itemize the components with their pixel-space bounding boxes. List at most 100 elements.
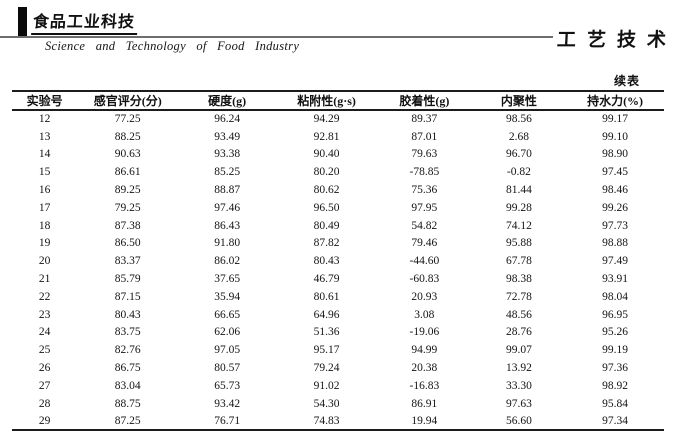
table-cell: 86.50	[114, 237, 141, 250]
table-cell: 37.65	[214, 273, 241, 286]
table-cell: 54.82	[411, 219, 438, 232]
table-cell: 76.71	[214, 414, 241, 427]
table-cell: 65.73	[214, 379, 241, 392]
table-cell: 96.95	[602, 308, 628, 321]
table-cell: 80.49	[313, 219, 340, 232]
table-cell: 67.78	[505, 255, 532, 268]
table-cell: 97.63	[505, 397, 532, 410]
table-cell: 56.60	[505, 414, 532, 427]
column-header: 粘附性(g·s)	[276, 91, 378, 111]
results-table: 实验号 感官评分(分) 硬度(g) 粘附性(g·s) 胶着性(g) 内聚性 持水力(%) 1…	[12, 90, 664, 432]
table-cell: 88.75	[114, 397, 141, 410]
table-row: 21 85.79 37.65 46.79 -60.83 98.38 93.91	[12, 270, 664, 288]
table-cell: 80.43	[313, 255, 340, 268]
table-cell: 94.99	[411, 344, 438, 357]
table-cell: 94.29	[313, 113, 340, 126]
table-row: 28 88.75 93.42 54.30 86.91 97.63 95.84	[12, 395, 664, 413]
table-cell: 74.12	[505, 219, 532, 232]
table-cell: 2.68	[508, 130, 529, 143]
column-header: 感官评分(分)	[77, 91, 179, 111]
table-cell: 27	[38, 379, 51, 392]
table-row: 26 86.75 80.57 79.24 20.38 13.92 97.36	[12, 359, 664, 377]
table-cell: -16.83	[409, 379, 440, 392]
table-cell: 99.26	[602, 201, 628, 214]
table-row: 18 87.38 86.43 80.49 54.82 74.12 97.73	[12, 217, 664, 235]
table-cell: 97.95	[411, 201, 438, 214]
table-cell: 87.25	[114, 414, 141, 427]
table-cell: 13	[38, 130, 51, 143]
table-cell: 97.05	[214, 344, 241, 357]
table-cell: 92.81	[313, 130, 340, 143]
table-cell: 98.38	[505, 273, 532, 286]
table-cell: 25	[38, 344, 51, 357]
table-cell: 87.38	[114, 219, 141, 232]
table-cell: 80.62	[313, 184, 340, 197]
table-cell: 97.46	[214, 201, 241, 214]
table-cell: 93.49	[214, 130, 241, 143]
column-header: 胶着性(g)	[377, 91, 472, 111]
table-cell: 85.79	[114, 273, 141, 286]
table-row: 19 86.50 91.80 87.82 79.46 95.88 98.88	[12, 235, 664, 253]
table-cell: 93.91	[602, 273, 628, 286]
table-cell: 98.88	[602, 237, 628, 250]
column-header: 持水力(%)	[566, 91, 664, 111]
table-row: 16 89.25 88.87 80.62 75.36 81.44 98.46	[12, 181, 664, 199]
table-cell: 79.63	[411, 148, 438, 161]
table-cell: 28	[38, 397, 51, 410]
table-cell: 81.44	[505, 184, 532, 197]
journal-name-chinese: 食品工业科技	[31, 8, 139, 35]
table-cell: 95.88	[505, 237, 532, 250]
table-cell: 29	[38, 414, 51, 427]
table-cell: 97.73	[602, 219, 628, 232]
table-cell: 35.94	[214, 290, 241, 303]
table-cell: 21	[38, 273, 51, 286]
table-cell: 97.45	[602, 166, 628, 179]
table-cell: 80.43	[114, 308, 141, 321]
table-cell: 23	[38, 308, 51, 321]
table-cell: 83.37	[114, 255, 141, 268]
table-cell: 97.34	[602, 414, 628, 427]
table-cell: 80.20	[313, 166, 340, 179]
continued-table-label: 续表	[613, 74, 640, 88]
table-cell: 79.25	[114, 201, 141, 214]
table-cell: 89.37	[411, 113, 438, 126]
table-row: 17 79.25 97.46 96.50 97.95 99.28 99.26	[12, 199, 664, 217]
table-row: 27 83.04 65.73 91.02 -16.83 33.30 98.92	[12, 377, 664, 395]
table-cell: 87.01	[411, 130, 438, 143]
table-cell: 46.79	[313, 273, 340, 286]
column-header: 内聚性	[471, 91, 567, 111]
table-cell: 16	[38, 184, 51, 197]
table-cell: 98.56	[505, 113, 532, 126]
table-row: 15 86.61 85.25 80.20 -78.85 -0.82 97.45	[12, 163, 664, 181]
table-cell: 85.25	[214, 166, 241, 179]
table-cell: 96.50	[313, 201, 340, 214]
table-row: 23 80.43 66.65 64.96 3.08 48.56 96.95	[12, 306, 664, 324]
table-cell: 62.06	[214, 326, 241, 339]
table-cell: 88.25	[114, 130, 141, 143]
table-cell: 90.40	[313, 148, 340, 161]
table-cell: 95.26	[602, 326, 628, 339]
table-cell: 80.61	[313, 290, 340, 303]
table-cell: 79.46	[411, 237, 438, 250]
table-cell: 51.36	[313, 326, 340, 339]
table-row: 24 83.75 62.06 51.36 -19.06 28.76 95.26	[12, 324, 664, 342]
table-cell: 91.02	[313, 379, 340, 392]
table-row: 13 88.25 93.49 92.81 87.01 2.68 99.10	[12, 128, 664, 146]
table-cell: 13.92	[505, 362, 532, 375]
table-cell: 83.04	[114, 379, 141, 392]
table-cell: 17	[38, 201, 51, 214]
table-cell: 89.25	[114, 184, 141, 197]
table-row: 12 77.25 96.24 94.29 89.37 98.56 99.17	[12, 110, 664, 128]
table-cell: 20.93	[411, 290, 438, 303]
table-cell: 99.07	[505, 344, 532, 357]
table-cell: 15	[38, 166, 51, 179]
table-row: 29 87.25 76.71 74.83 19.94 56.60 97.34	[12, 413, 664, 431]
table-cell: 82.76	[114, 344, 141, 357]
table-cell: 88.87	[214, 184, 241, 197]
table-cell: 33.30	[505, 379, 532, 392]
table-row: 20 83.37 86.02 80.43 -44.60 67.78 97.49	[12, 252, 664, 270]
table-cell: 28.76	[505, 326, 532, 339]
journal-name-english: Science and Technology of Food Industry	[45, 39, 300, 53]
table-cell: 97.49	[602, 255, 628, 268]
